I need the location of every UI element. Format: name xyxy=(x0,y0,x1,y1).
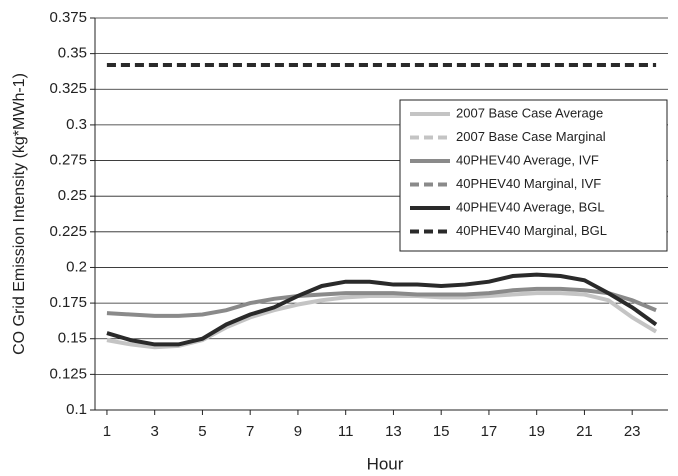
legend-label: 40PHEV40 Marginal, IVF xyxy=(456,176,601,191)
x-tick-label: 11 xyxy=(338,423,354,440)
y-tick-label: 0.1 xyxy=(66,401,87,418)
y-axis-label: CO Grid Emission Intensity (kg*MWh-1) xyxy=(11,73,28,355)
x-tick-label: 21 xyxy=(576,423,593,440)
y-tick-label: 0.275 xyxy=(49,152,87,169)
y-tick-label: 0.25 xyxy=(58,187,87,204)
legend-box xyxy=(399,99,668,252)
x-tick-label: 5 xyxy=(198,423,206,440)
x-tick-label: 3 xyxy=(151,423,159,440)
series-line xyxy=(106,272,658,347)
y-tick-label: 0.125 xyxy=(49,365,87,382)
series-line xyxy=(106,291,658,350)
legend-label: 40PHEV40 Marginal, BGL xyxy=(456,223,607,238)
y-tick-label: 0.2 xyxy=(66,258,87,275)
y-tick-label: 0.375 xyxy=(49,9,87,26)
x-tick-label: 13 xyxy=(385,423,402,440)
x-tick-label: 7 xyxy=(246,423,254,440)
series-line xyxy=(106,286,657,318)
x-tick-label: 15 xyxy=(433,423,450,440)
x-tick-label: 1 xyxy=(103,423,111,440)
legend-label: 40PHEV40 Average, IVF xyxy=(456,152,599,167)
y-tick-label: 0.175 xyxy=(49,294,87,311)
x-axis-label: Hour xyxy=(367,454,404,473)
x-tick-label: 17 xyxy=(481,423,498,440)
y-tick-label: 0.15 xyxy=(58,330,87,347)
legend-label: 2007 Base Case Average xyxy=(456,105,603,120)
y-tick-label: 0.225 xyxy=(49,223,87,240)
legend-label: 2007 Base Case Marginal xyxy=(456,129,606,144)
y-tick-label: 0.3 xyxy=(66,116,87,133)
y-tick-label: 0.35 xyxy=(58,45,87,62)
x-tick-label: 9 xyxy=(294,423,302,440)
x-tick-label: 19 xyxy=(528,423,545,440)
legend-label: 40PHEV40 Average, BGL xyxy=(456,199,605,214)
x-tick-label: 23 xyxy=(624,423,641,440)
y-tick-label: 0.325 xyxy=(49,80,87,97)
